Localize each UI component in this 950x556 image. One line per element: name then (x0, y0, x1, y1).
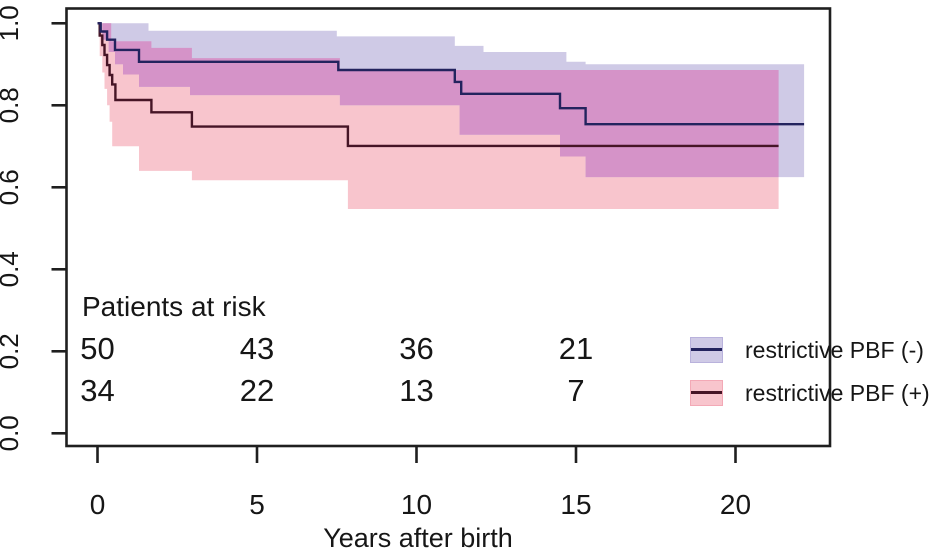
legend-swatch-pbf-positive (690, 379, 723, 406)
x-tick-label: 10 (401, 489, 432, 520)
km-curve-pbf-negative (97, 22, 805, 126)
x-tick-label: 20 (720, 489, 751, 520)
legend-line-pbf-positive (691, 391, 722, 394)
y-tick-label: 0.8 (0, 87, 24, 123)
x-tick-label: 0 (90, 489, 106, 520)
risk-count: 50 (80, 331, 114, 366)
risk-count: 43 (240, 331, 274, 366)
y-tick-label: 0.4 (0, 251, 24, 287)
risk-count: 22 (240, 373, 274, 408)
legend: restrictive PBF (-) restrictive PBF (+) (690, 336, 930, 422)
y-tick-label: 0.0 (0, 415, 24, 451)
x-axis-title: Years after birth (323, 523, 513, 553)
legend-swatch-pbf-negative (690, 336, 723, 363)
risk-count: 7 (567, 373, 584, 408)
legend-line-pbf-negative (691, 348, 722, 351)
km-curve-pbf-positive (97, 22, 779, 148)
x-tick-label: 5 (249, 489, 265, 520)
legend-label-pbf-negative: restrictive PBF (-) (745, 336, 924, 363)
risk-count: 34 (80, 373, 114, 408)
plot-border (65, 7, 832, 448)
risk-count: 36 (399, 331, 433, 366)
legend-item-pbf-negative: restrictive PBF (-) (690, 336, 930, 363)
risk-count: 13 (399, 373, 433, 408)
legend-item-pbf-positive: restrictive PBF (+) (690, 379, 930, 406)
x-tick-label: 15 (560, 489, 591, 520)
risk-table-title: Patients at risk (82, 291, 266, 322)
legend-label-pbf-positive: restrictive PBF (+) (745, 379, 930, 406)
y-tick-label: 0.6 (0, 169, 24, 205)
risk-count: 21 (559, 331, 593, 366)
y-tick-label: 1.0 (0, 5, 24, 41)
y-tick-label: 0.2 (0, 333, 24, 369)
